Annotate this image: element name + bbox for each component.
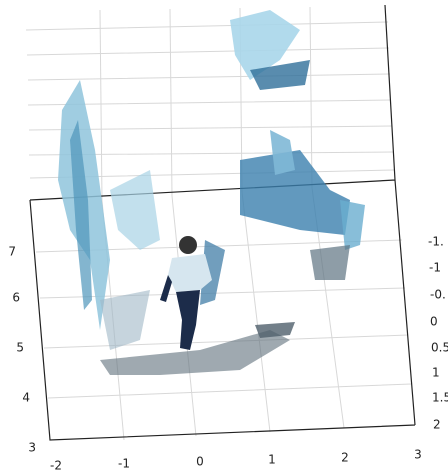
tick-label: 0 [430,315,438,329]
tick-label: -1 [118,457,130,471]
tick-label: -0. [430,288,446,302]
tick-label: -2 [50,459,62,473]
tick-label: 4 [22,391,30,405]
tick-label: 3 [414,448,422,462]
tick-label: 1.5 [432,391,448,405]
tick-label: 3 [28,441,36,455]
tick-label: 0 [196,455,204,469]
tick-label: -1 [429,261,441,275]
background [0,0,448,472]
tick-label: -1. [428,235,444,249]
tick-label: 1 [268,453,276,467]
tick-label: 2 [433,418,441,432]
tick-label: 6 [12,291,20,305]
tick-label: 7 [8,245,16,259]
tick-label: 2 [341,451,349,465]
tick-label: 5 [16,341,24,355]
point-cloud-view: 7 6 5 4 3 -2 -1 0 1 2 3 -1. -1 -0. 0 0.5 1 1.5 2 [0,0,448,472]
tick-label: 0.5 [431,341,448,355]
tick-label: 1 [432,366,440,380]
